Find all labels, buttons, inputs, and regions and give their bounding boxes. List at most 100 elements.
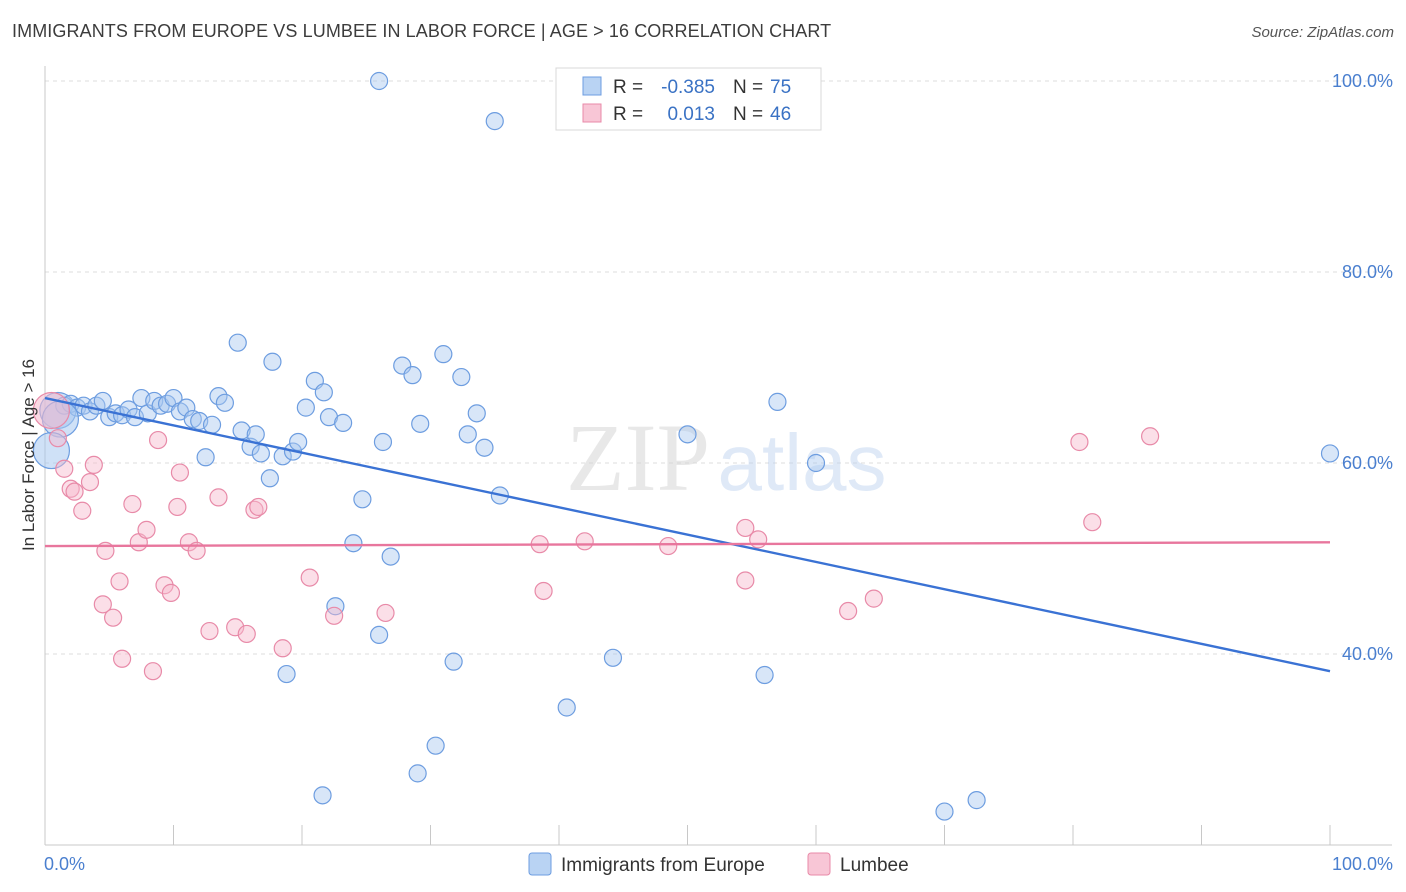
point-europe-39 <box>314 383 333 402</box>
point-europe-69 <box>967 791 986 810</box>
point-europe-31 <box>251 444 270 463</box>
point-lumbee-32 <box>325 606 344 625</box>
legend-r-label-lumbee: R = <box>613 104 643 125</box>
y-tick-label-1: 60.0% <box>1342 453 1393 473</box>
point-europe-48 <box>411 414 430 433</box>
point-europe-60 <box>426 736 445 755</box>
source-attribution: Source: ZipAtlas.com <box>1251 24 1394 41</box>
point-europe-42 <box>344 534 363 553</box>
point-lumbee-16 <box>143 662 163 681</box>
watermark-zip: ZIP <box>566 404 710 511</box>
point-europe-37 <box>296 398 315 417</box>
legend-n-label-europe: N = <box>733 77 763 98</box>
legend-r-value-europe: -0.385 <box>661 77 715 98</box>
point-lumbee-20 <box>168 497 187 517</box>
point-lumbee-2 <box>55 459 74 478</box>
point-europe-47 <box>403 366 422 385</box>
point-europe-72 <box>485 112 504 131</box>
point-europe-67 <box>806 453 826 473</box>
y-tick-label-3: 100.0% <box>1332 71 1393 91</box>
tick-labels: 40.0% 60.0% 80.0% 100.0% 0.0% 100.0% <box>44 71 1393 874</box>
point-europe-30 <box>246 425 265 444</box>
point-lumbee-25 <box>209 488 228 507</box>
point-lumbee-15 <box>137 520 156 539</box>
point-lumbee-8 <box>93 595 112 614</box>
point-europe-56 <box>370 625 389 645</box>
point-lumbee-38 <box>736 518 755 538</box>
chart-title: IMMIGRANTS FROM EUROPE VS LUMBEE IN LABO… <box>12 21 832 41</box>
trend-lines <box>44 396 1331 673</box>
point-lumbee-10 <box>104 608 123 627</box>
point-lumbee-0 <box>32 391 71 430</box>
point-europe-61 <box>408 764 427 783</box>
point-lumbee-29 <box>249 497 268 517</box>
point-lumbee-36 <box>575 532 594 551</box>
point-lumbee-39 <box>736 571 755 590</box>
point-lumbee-21 <box>170 463 190 482</box>
point-lumbee-43 <box>1070 432 1089 452</box>
point-lumbee-17 <box>148 430 168 450</box>
point-europe-33 <box>263 352 282 371</box>
data-points <box>32 71 1340 821</box>
grid <box>45 80 1392 655</box>
point-europe-59 <box>313 786 332 805</box>
point-lumbee-1 <box>48 429 67 448</box>
series-swatch-europe <box>528 852 552 876</box>
point-lumbee-13 <box>123 494 142 514</box>
point-lumbee-27 <box>237 624 256 644</box>
point-lumbee-11 <box>110 572 129 591</box>
point-lumbee-4 <box>65 482 84 501</box>
legend-r-value-lumbee: 0.013 <box>667 104 715 125</box>
point-lumbee-7 <box>84 455 103 475</box>
y-tick-label-2: 80.0% <box>1342 262 1393 282</box>
point-europe-58 <box>277 664 296 684</box>
point-europe-44 <box>373 432 393 452</box>
legend-n-label-lumbee: N = <box>733 104 763 125</box>
point-europe-57 <box>444 652 463 671</box>
point-lumbee-18 <box>155 576 174 595</box>
point-lumbee-6 <box>80 473 100 492</box>
point-europe-64 <box>678 425 697 444</box>
legend-r-label-europe: R = <box>613 77 643 98</box>
legend-n-value-europe: 75 <box>770 77 791 98</box>
point-lumbee-24 <box>200 621 219 641</box>
point-europe-66 <box>768 392 787 411</box>
x-tick-label-1: 100.0% <box>1332 854 1393 874</box>
point-lumbee-40 <box>749 530 768 549</box>
point-europe-65 <box>755 665 774 685</box>
correlation-legend: R = -0.385 N = 75 R = 0.013 N = 46 <box>555 67 822 131</box>
trend-line-europe <box>44 396 1331 673</box>
point-lumbee-45 <box>1140 427 1160 446</box>
point-europe-49 <box>434 345 453 364</box>
series-label-lumbee: Lumbee <box>840 855 909 876</box>
point-europe-45 <box>381 547 400 566</box>
point-europe-27 <box>228 333 247 352</box>
point-europe-32 <box>260 469 279 488</box>
point-lumbee-44 <box>1083 513 1102 532</box>
point-lumbee-19 <box>161 583 181 602</box>
point-lumbee-33 <box>376 603 395 623</box>
point-lumbee-26 <box>226 618 245 637</box>
legend-swatch-lumbee <box>582 103 602 123</box>
point-europe-25 <box>209 387 228 406</box>
y-tick-label-0: 40.0% <box>1342 644 1393 664</box>
point-europe-68 <box>935 802 954 821</box>
point-europe-55 <box>326 597 345 616</box>
point-europe-51 <box>458 425 477 444</box>
point-europe-41 <box>334 413 353 432</box>
trend-line-lumbee <box>44 541 1331 548</box>
legend-swatch-europe <box>582 76 602 96</box>
zipatlas-watermark: ZIP atlas <box>566 404 886 511</box>
series-legend: Immigrants from Europe Lumbee <box>528 852 909 876</box>
point-europe-70 <box>1320 444 1340 463</box>
point-europe-24 <box>202 415 222 434</box>
point-europe-43 <box>353 490 372 509</box>
point-lumbee-30 <box>273 639 292 658</box>
point-europe-21 <box>183 409 202 429</box>
point-europe-50 <box>452 367 471 387</box>
point-europe-53 <box>475 438 494 457</box>
point-lumbee-31 <box>300 568 319 587</box>
legend-n-value-lumbee: 46 <box>770 104 791 125</box>
point-europe-23 <box>196 448 215 467</box>
